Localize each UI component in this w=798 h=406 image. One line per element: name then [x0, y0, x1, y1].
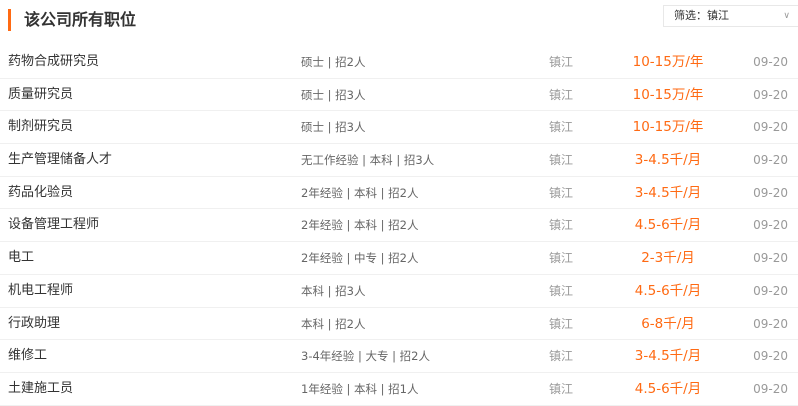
job-salary: 3-4.5千/月	[634, 348, 702, 365]
job-date: 09-20	[753, 381, 788, 396]
job-salary: 4.5-6千/月	[634, 380, 702, 397]
job-list: 药物合成研究员 硕士 | 招2人 镇江 10-15万/年 09-20 质量研究员 硕士 | …	[0, 46, 798, 406]
job-title[interactable]: 行政助理	[8, 315, 61, 331]
job-location: 镇江	[549, 251, 574, 266]
job-date: 09-20	[753, 283, 788, 298]
job-location: 镇江	[549, 185, 574, 200]
job-requirements: 本科 | 招2人	[301, 316, 366, 331]
job-location: 镇江	[549, 283, 574, 298]
job-row[interactable]: 药品化验员 2年经验 | 本科 | 招2人 镇江 3-4.5千/月 09-20	[0, 177, 798, 210]
job-requirements: 2年经验 | 本科 | 招2人	[301, 218, 419, 233]
job-row[interactable]: 行政助理 本科 | 招2人 镇江 6-8千/月 09-20	[0, 308, 798, 341]
job-salary: 10-15万/年	[632, 86, 704, 103]
job-row[interactable]: 质量研究员 硕士 | 招3人 镇江 10-15万/年 09-20	[0, 79, 798, 112]
job-row[interactable]: 机电工程师 本科 | 招3人 镇江 4.5-6千/月 09-20	[0, 275, 798, 308]
chevron-down-icon: ∨	[783, 11, 790, 21]
job-row[interactable]: 电工 2年经验 | 中专 | 招2人 镇江 2-3千/月 09-20	[0, 242, 798, 275]
job-requirements: 本科 | 招3人	[301, 283, 366, 298]
job-location: 镇江	[549, 120, 574, 135]
job-row[interactable]: 制剂研究员 硕士 | 招3人 镇江 10-15万/年 09-20	[0, 111, 798, 145]
job-date: 09-20	[753, 153, 788, 168]
job-salary: 10-15万/年	[632, 119, 704, 136]
job-location: 镇江	[549, 349, 574, 364]
job-requirements: 1年经验 | 本科 | 招1人	[301, 381, 419, 396]
job-salary: 4.5-6千/月	[634, 217, 702, 234]
job-date: 09-20	[753, 218, 788, 233]
job-title[interactable]: 生产管理储备人才	[8, 152, 113, 168]
job-date: 09-20	[753, 251, 788, 266]
job-date: 09-20	[753, 185, 788, 200]
job-title[interactable]: 药物合成研究员	[8, 54, 100, 69]
filter-label: 筛选：镇江	[674, 9, 729, 22]
job-title[interactable]: 电工	[8, 250, 35, 266]
job-location: 镇江	[549, 316, 574, 331]
job-salary: 6-8千/月	[641, 315, 695, 332]
job-salary: 3-4.5千/月	[634, 152, 702, 169]
job-requirements: 硕士 | 招3人	[301, 120, 366, 135]
job-row[interactable]: 土建施工员 1年经验 | 本科 | 招1人 镇江 4.5-6千/月 09-20	[0, 373, 798, 406]
job-requirements: 硕士 | 招3人	[301, 87, 366, 102]
job-date: 09-20	[753, 87, 788, 102]
job-salary: 4.5-6千/月	[634, 282, 702, 299]
job-location: 镇江	[549, 153, 574, 168]
job-requirements: 无工作经验 | 本科 | 招3人	[301, 153, 435, 168]
job-requirements: 3-4年经验 | 大专 | 招2人	[301, 349, 430, 364]
job-row[interactable]: 生产管理储备人才 无工作经验 | 本科 | 招3人 镇江 3-4.5千/月 09-20	[0, 144, 798, 177]
job-salary: 2-3千/月	[641, 250, 695, 267]
job-salary: 10-15万/年	[632, 54, 704, 70]
job-row[interactable]: 设备管理工程师 2年经验 | 本科 | 招2人 镇江 4.5-6千/月 09-20	[0, 209, 798, 243]
job-title[interactable]: 土建施工员	[8, 380, 74, 396]
job-salary: 3-4.5千/月	[634, 184, 702, 201]
job-date: 09-20	[753, 55, 788, 69]
location-filter-dropdown[interactable]: 筛选：镇江 ∨	[663, 5, 798, 27]
job-requirements: 2年经验 | 本科 | 招2人	[301, 185, 419, 200]
job-row[interactable]: 药物合成研究员 硕士 | 招2人 镇江 10-15万/年 09-20	[0, 46, 798, 79]
job-title[interactable]: 设备管理工程师	[8, 217, 100, 233]
job-title[interactable]: 维修工	[8, 348, 48, 364]
job-requirements: 2年经验 | 中专 | 招2人	[301, 251, 419, 266]
job-date: 09-20	[753, 316, 788, 331]
job-date: 09-20	[753, 120, 788, 135]
job-title[interactable]: 制剂研究员	[8, 119, 74, 135]
job-title[interactable]: 质量研究员	[8, 86, 74, 102]
job-date: 09-20	[753, 349, 788, 364]
job-location: 镇江	[549, 55, 574, 69]
job-location: 镇江	[549, 218, 574, 233]
job-location: 镇江	[549, 87, 574, 102]
job-location: 镇江	[549, 381, 574, 396]
section-title: 该公司所有职位	[8, 9, 136, 31]
job-requirements: 硕士 | 招2人	[301, 55, 366, 69]
job-title[interactable]: 机电工程师	[8, 282, 74, 298]
job-row[interactable]: 维修工 3-4年经验 | 大专 | 招2人 镇江 3-4.5千/月 09-20	[0, 340, 798, 373]
job-title[interactable]: 药品化验员	[8, 184, 74, 200]
